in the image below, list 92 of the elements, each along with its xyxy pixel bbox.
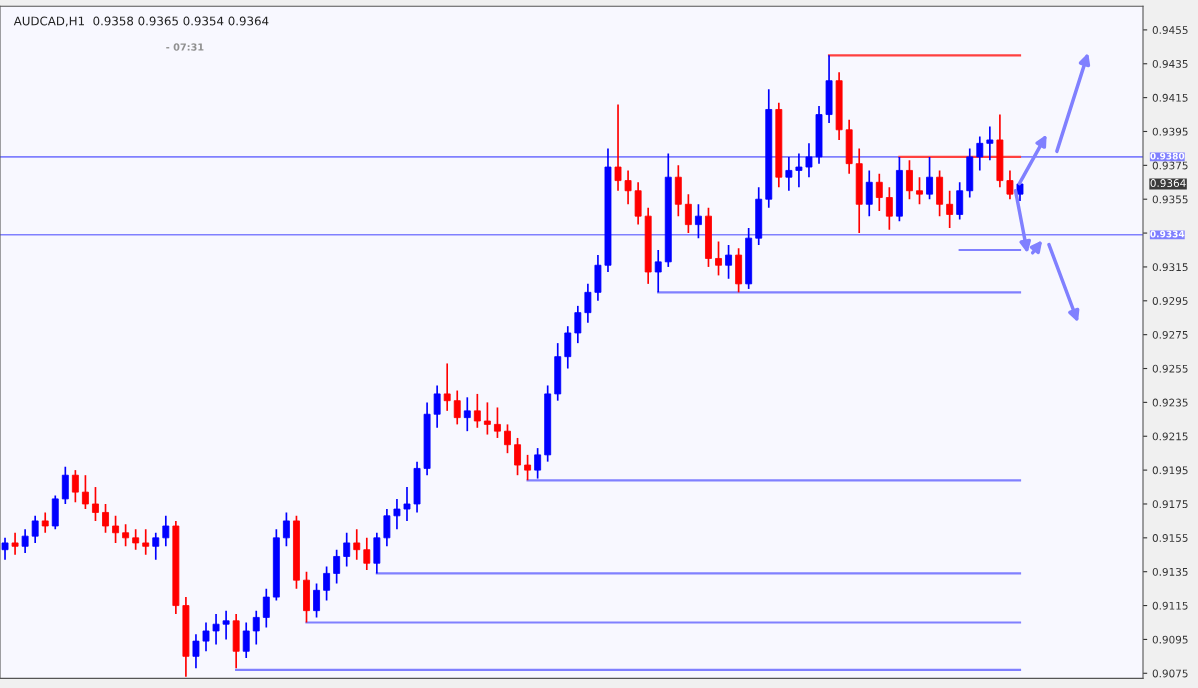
y-tick-label: 0.9215 [1152, 432, 1188, 441]
candlestick [252, 609, 260, 646]
candlestick [433, 384, 441, 429]
y-tick-label: 0.9375 [1152, 161, 1188, 170]
y-tick-label: 0.9195 [1152, 466, 1188, 475]
candlestick [102, 503, 109, 534]
candlestick [112, 514, 119, 544]
candlestick [353, 528, 361, 561]
candlestick [282, 511, 290, 548]
candlestick [393, 498, 401, 531]
candlestick [383, 508, 391, 548]
candlestick [795, 152, 803, 189]
candlestick [1, 537, 9, 561]
candlestick [242, 621, 250, 659]
y-tick-label: 0.9355 [1152, 195, 1188, 204]
candlestick [323, 565, 331, 602]
candlestick [21, 528, 29, 554]
candlestick [473, 393, 481, 429]
candlestick [222, 609, 230, 641]
candlestick [152, 531, 160, 561]
candlestick [865, 169, 873, 217]
candlestick [694, 203, 702, 239]
y-tick-label: 0.9175 [1152, 500, 1188, 509]
y-tick-label: 0.9115 [1152, 601, 1188, 610]
candlestick [504, 423, 511, 455]
y-tick-label: 0.9295 [1152, 297, 1188, 305]
y-tick-label: 0.9255 [1152, 364, 1188, 373]
candlestick [785, 156, 793, 192]
candlestick [313, 582, 320, 619]
y-tick-label: 0.9235 [1152, 398, 1188, 407]
candlestick [11, 531, 19, 556]
candlestick [262, 587, 270, 629]
ref-line-label: 0.9380 [1150, 152, 1185, 160]
candlestick [453, 389, 461, 426]
candlestick [333, 548, 341, 585]
candlestick [92, 486, 99, 522]
y-tick-label: 0.9275 [1152, 330, 1188, 339]
candlestick [162, 514, 170, 548]
candlestick [875, 172, 883, 212]
candlestick [715, 240, 722, 277]
candlestick [926, 156, 933, 201]
y-tick-label: 0.9095 [1152, 635, 1188, 644]
candlestick [524, 454, 532, 482]
candlestick [122, 523, 130, 548]
candlestick [534, 447, 542, 480]
text: 0.9364 [1150, 179, 1186, 187]
candlestick [202, 621, 210, 653]
annotation: - 07:31 [166, 43, 204, 51]
candlestick [514, 437, 521, 477]
candlestick [61, 465, 69, 505]
y-tick-label: 0.9395 [1152, 127, 1188, 136]
candlestick [403, 486, 411, 522]
candlestick [494, 406, 501, 439]
candlestick [906, 159, 913, 201]
y-tick-label: 0.9415 [1152, 93, 1188, 102]
candlestick [142, 528, 150, 556]
y-tick-label: 0.9315 [1152, 263, 1188, 272]
candlestick [31, 514, 39, 544]
candlestick [71, 469, 79, 504]
candlestick [976, 135, 984, 172]
candlestick [443, 362, 451, 412]
candlestick [483, 401, 491, 436]
candlestick [463, 396, 471, 433]
candlestick [885, 186, 893, 231]
y-tick-label: 0.9135 [1152, 567, 1188, 576]
candlestick [916, 176, 923, 206]
candlestick [132, 528, 140, 551]
y-tick-label: 0.9435 [1152, 59, 1188, 68]
candlestick [584, 283, 592, 324]
candlestick [624, 169, 632, 206]
candlestick [684, 193, 692, 234]
candlestick [614, 103, 622, 192]
candlestick [81, 474, 89, 510]
text: AUDCAD,H1 0.9358 0.9365 0.9354 0.9364 [13, 16, 269, 27]
y-tick-label: 0.9455 [1152, 26, 1188, 34]
candlestick [192, 633, 200, 670]
candlestick [654, 249, 662, 294]
candlestick [1006, 169, 1014, 201]
candlestick [725, 244, 732, 280]
candlestick [805, 142, 813, 179]
candlestick [574, 305, 582, 344]
candlestick [956, 181, 964, 221]
candlestick [986, 125, 994, 162]
candlestick [343, 531, 351, 568]
ref-line-label: 0.9334 [1150, 230, 1185, 238]
candlestick [946, 189, 954, 229]
candlestick [363, 537, 371, 571]
candlestick [41, 511, 49, 534]
candlestick [212, 613, 220, 646]
y-tick-label: 0.9155 [1152, 534, 1188, 542]
y-tick-label: 0.9075 [1152, 669, 1188, 678]
candlestick [564, 325, 572, 370]
